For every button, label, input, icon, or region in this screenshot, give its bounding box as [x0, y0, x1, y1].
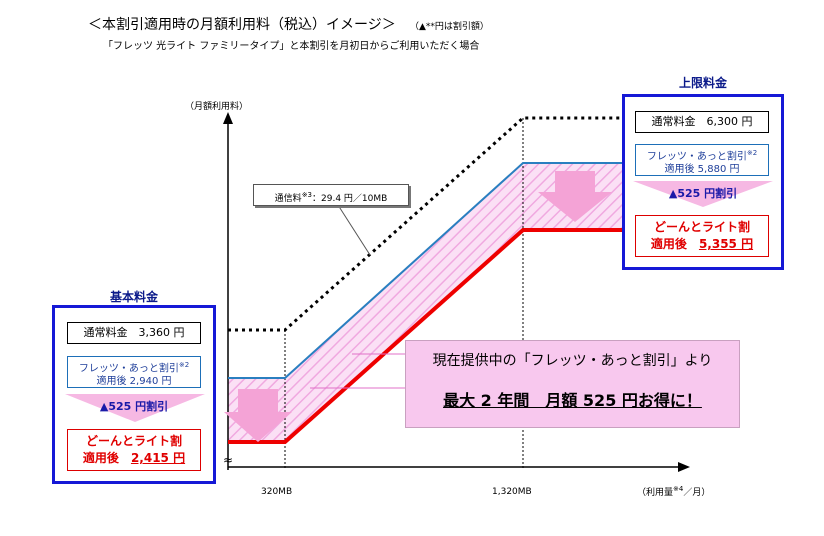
- basic-normal-price: 通常料金 3,360 円: [67, 322, 201, 344]
- comm-callout-line: [337, 204, 371, 256]
- basic-discount: ▲525 円割引: [99, 400, 169, 413]
- down-arrow-right: [538, 171, 612, 222]
- upper-price-title: 上限料金: [678, 76, 727, 90]
- promo-line-1: 現在提供中の「フレッツ・あっと割引」より: [432, 353, 713, 369]
- basic-price-panel: 通常料金 3,360 円 フレッツ・あっと割引※2 適用後 2,940 円 ▲5…: [52, 305, 216, 484]
- upper-normal-price: 通常料金 6,300 円: [635, 111, 769, 133]
- page-title: ＜本割引適用時の月額利用料（税込）イメージ＞: [88, 17, 396, 33]
- done-price-line: [228, 228, 625, 444]
- x-tick-320mb: 320MB: [261, 487, 293, 497]
- x-tick-1320mb: 1,320MB: [492, 487, 532, 497]
- upper-discount: ▲525 円割引: [668, 187, 738, 200]
- discount-band: [228, 163, 625, 442]
- down-arrow-left: [224, 389, 292, 442]
- upper-flets-price: フレッツ・あっと割引※2 適用後 5,880 円: [635, 144, 769, 176]
- basic-discount-arrow: [65, 394, 205, 422]
- normal-price-line: [228, 116, 625, 332]
- basic-done-price: どーんとライト割 適用後 2,415 円: [67, 429, 201, 471]
- upper-price-panel: 通常料金 6,300 円 フレッツ・あっと割引※2 適用後 5,880 円 ▲5…: [622, 94, 784, 270]
- x-axis-label: （利用量※4／月）: [637, 485, 711, 498]
- comm-rate-callout: 通信料※3：29.4 円／10MB: [253, 184, 409, 206]
- page-subtitle: 「フレッツ 光ライト ファミリータイプ」と本割引を月初日からご利用いただく場合: [103, 41, 480, 52]
- promo-banner: 現在提供中の「フレッツ・あっと割引」より 最大 2 年間 月額 525 円お得に…: [405, 340, 740, 428]
- flets-price-line: [228, 162, 625, 379]
- y-axis-arrow: [223, 112, 233, 124]
- basic-price-title: 基本料金: [109, 290, 158, 304]
- upper-discount-arrow: [633, 181, 773, 207]
- axis-break-mark: ≈: [223, 453, 234, 467]
- promo-line-2: 最大 2 年間 月額 525 円お得に！: [443, 391, 702, 410]
- basic-flets-price: フレッツ・あっと割引※2 適用後 2,940 円: [67, 356, 201, 388]
- title-note: （▲**円は割引額）: [410, 22, 489, 32]
- y-axis-label: （月額利用料）: [185, 102, 249, 112]
- upper-done-price: どーんとライト割 適用後 5,355 円: [635, 215, 769, 257]
- x-axis-arrow: [678, 462, 690, 472]
